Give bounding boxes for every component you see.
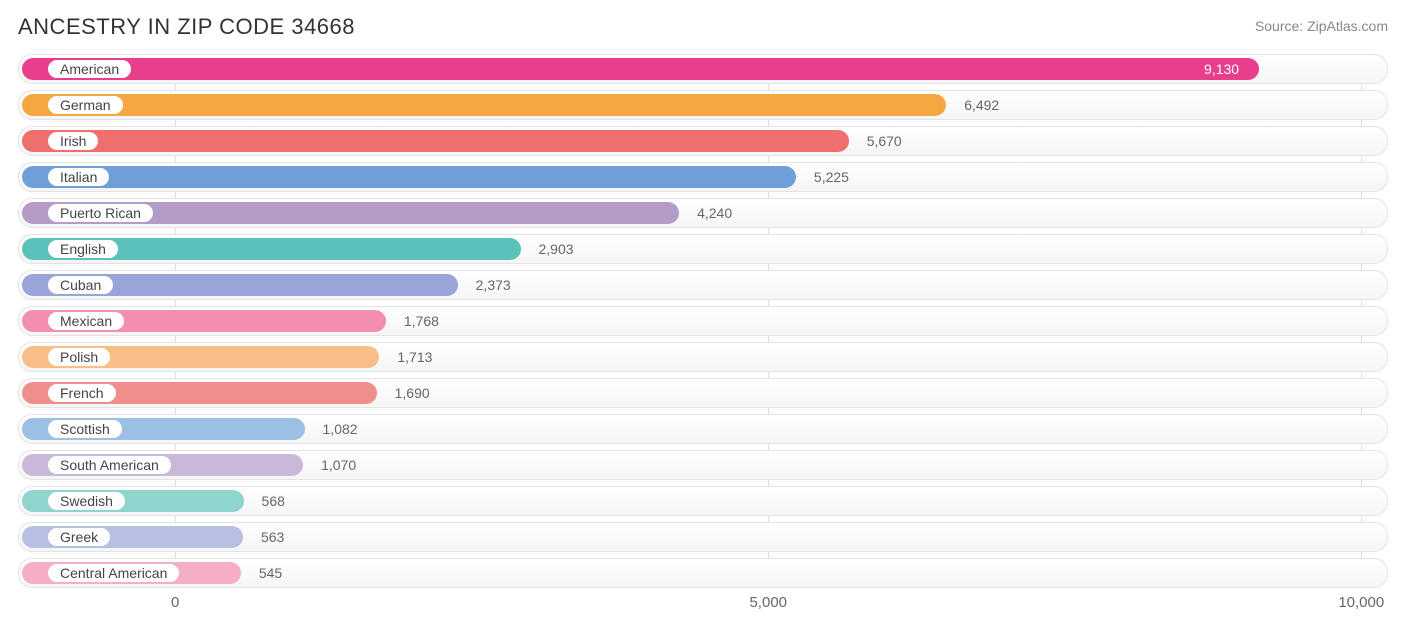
category-pill: Puerto Rican [47,203,154,223]
x-axis: 0 5,000 10,000 [18,590,1388,618]
value-text: 4,240 [697,205,732,221]
value-label: 1,070 [321,451,356,479]
category-pill: French [47,383,117,403]
bar-row: South American 1,070 [18,450,1388,480]
bar-row: French 1,690 [18,378,1388,408]
x-tick-text: 5,000 [749,594,787,611]
category-label: South American [60,457,159,473]
value-label: 568 [262,487,285,515]
value-label: 545 [259,559,282,587]
source-attribution: Source: ZipAtlas.com [1255,14,1388,34]
chart-title: ANCESTRY IN ZIP CODE 34668 [18,14,355,40]
value-label: 5,225 [814,163,849,191]
x-tick-text: 0 [171,594,179,611]
bar [22,130,849,152]
plot-area: American 9,130 German 6,492 Irish 5,670 Italia… [18,54,1388,588]
value-text: 568 [262,493,285,509]
value-text: 563 [261,529,284,545]
bar [22,166,796,188]
bar-row: Italian 5,225 [18,162,1388,192]
category-label: Scottish [60,421,110,437]
value-text: 1,690 [395,385,430,401]
category-label: English [60,241,106,257]
value-label: 1,713 [397,343,432,371]
bar-row: American 9,130 [18,54,1388,84]
category-label: Cuban [60,277,101,293]
x-tick-label: 5,000 [749,594,787,611]
value-label: 1,082 [323,415,358,443]
bar-row: Cuban 2,373 [18,270,1388,300]
x-tick-label: 10,000 [1338,594,1384,611]
category-label: Italian [60,169,97,185]
value-label: 2,373 [476,271,511,299]
value-text: 2,373 [476,277,511,293]
bar [22,94,946,116]
category-label: French [60,385,104,401]
category-pill: Irish [47,131,99,151]
category-label: Puerto Rican [60,205,141,221]
bar-row: English 2,903 [18,234,1388,264]
value-label: 1,768 [404,307,439,335]
category-pill: Scottish [47,419,123,439]
category-label: Greek [60,529,98,545]
bar-row: Central American 545 [18,558,1388,588]
category-label: Polish [60,349,98,365]
category-pill: Swedish [47,491,126,511]
value-label: 563 [261,523,284,551]
bar-row: Irish 5,670 [18,126,1388,156]
value-label: 4,240 [697,199,732,227]
header: ANCESTRY IN ZIP CODE 34668 Source: ZipAt… [0,0,1406,40]
category-label: Mexican [60,313,112,329]
category-pill: Mexican [47,311,125,331]
x-tick-text: 10,000 [1338,594,1384,611]
value-label: 1,690 [395,379,430,407]
category-pill: Greek [47,527,111,547]
category-pill: Italian [47,167,110,187]
category-label: German [60,97,111,113]
value-label: 2,903 [539,235,574,263]
category-label: American [60,61,119,77]
value-text: 1,768 [404,313,439,329]
value-text: 1,070 [321,457,356,473]
value-label: 9,130 [1204,55,1239,83]
bar-row: German 6,492 [18,90,1388,120]
value-label: 5,670 [867,127,902,155]
bar-row: Puerto Rican 4,240 [18,198,1388,228]
bar-row: Mexican 1,768 [18,306,1388,336]
category-pill: South American [47,455,172,475]
bar-row: Polish 1,713 [18,342,1388,372]
value-text: 5,670 [867,133,902,149]
category-label: Irish [60,133,86,149]
bar-row: Greek 563 [18,522,1388,552]
category-label: Central American [60,565,167,581]
bar-row: Scottish 1,082 [18,414,1388,444]
value-text: 5,225 [814,169,849,185]
bar-row: Swedish 568 [18,486,1388,516]
value-label: 6,492 [964,91,999,119]
value-text: 2,903 [539,241,574,257]
category-pill: German [47,95,124,115]
value-text: 9,130 [1204,61,1239,77]
value-text: 1,713 [397,349,432,365]
category-pill: American [47,59,132,79]
value-text: 545 [259,565,282,581]
category-pill: English [47,239,119,259]
value-text: 1,082 [323,421,358,437]
category-pill: Polish [47,347,111,367]
value-text: 6,492 [964,97,999,113]
chart-area: American 9,130 German 6,492 Irish 5,670 Italia… [0,40,1406,618]
category-pill: Central American [47,563,180,583]
category-pill: Cuban [47,275,114,295]
x-tick-label: 0 [171,594,179,611]
category-label: Swedish [60,493,113,509]
bar [22,58,1259,80]
